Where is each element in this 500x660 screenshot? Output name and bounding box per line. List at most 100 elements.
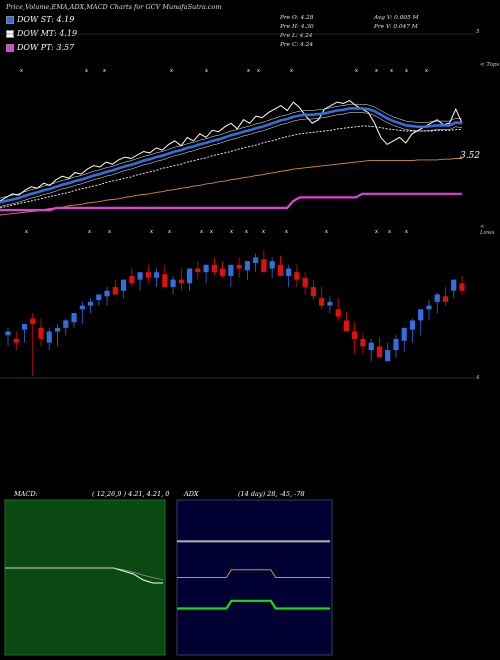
- candle-body: [253, 257, 259, 263]
- stat-avg-volume: Avg V: 0.005 M: [374, 15, 419, 21]
- candle-body: [38, 327, 44, 339]
- candle-body: [310, 287, 317, 297]
- legend-dow-pt: DOW PT: 3.57: [6, 42, 74, 53]
- candle-body: [277, 264, 283, 276]
- candle-body: [319, 298, 325, 306]
- top-marker: x: [257, 68, 260, 74]
- top-marker: x: [85, 68, 88, 74]
- candle-body: [13, 338, 19, 343]
- candle-body: [286, 268, 292, 276]
- candle-body: [170, 279, 176, 288]
- candle-body: [352, 331, 358, 339]
- legend-swatch-white: [6, 29, 14, 38]
- stat-high: Pre H: 4.30: [280, 24, 314, 30]
- candle-body: [63, 320, 69, 328]
- candle-body: [302, 277, 308, 288]
- candle-body: [442, 296, 449, 302]
- candle-body: [79, 305, 85, 310]
- legend-dow-st: DOW ST: 4.19: [6, 14, 74, 25]
- series-ema-band-1: [0, 103, 463, 199]
- chart-title: Price,Volume,EMA,ADX,MACD Charts for GCV…: [6, 3, 222, 11]
- legend-swatch-blue: [6, 15, 14, 24]
- candle-body: [137, 272, 143, 280]
- candle-body: [195, 268, 201, 273]
- macd-series-signal: [5, 567, 164, 581]
- legend-label-pt: DOW PT: 3.57: [17, 43, 75, 52]
- candle-body: [187, 268, 193, 284]
- low-marker: x: [285, 229, 288, 235]
- adx-label: ADX: [184, 490, 199, 498]
- candle-body: [385, 350, 391, 362]
- tops-marker: < Tops: [480, 62, 500, 68]
- candle-body: [228, 264, 234, 276]
- top-marker: x: [20, 68, 23, 74]
- candle-body: [71, 313, 77, 323]
- candle-body: [327, 301, 333, 306]
- low-marker: x: [88, 229, 91, 235]
- candle-body: [368, 342, 374, 351]
- low-marker: x: [210, 229, 213, 235]
- candle-body: [401, 327, 407, 341]
- axis-top-label: 5: [476, 29, 480, 35]
- candle-body: [269, 261, 275, 269]
- low-marker: x: [25, 229, 28, 235]
- candle-body: [294, 272, 300, 280]
- lows-marker: < Lows: [480, 224, 495, 236]
- candle-body: [343, 320, 350, 332]
- candle-body: [236, 264, 242, 269]
- adx-lines: [177, 540, 330, 610]
- top-marker: x: [375, 68, 378, 74]
- stat-close: Pre C: 4.24: [280, 42, 314, 48]
- candle-body: [418, 309, 424, 321]
- series-dow-pt: [0, 192, 462, 212]
- series-price: [0, 100, 463, 202]
- adx-series-di-orange: [177, 569, 330, 578]
- candle-body: [153, 272, 160, 278]
- candle-body: [261, 259, 267, 273]
- candle-body: [220, 268, 226, 276]
- top-marker: x: [390, 68, 393, 74]
- low-marker: x: [405, 229, 408, 235]
- candle-body: [145, 272, 151, 278]
- candle-body: [244, 261, 250, 271]
- macd-lines: [5, 567, 164, 584]
- candle-body: [360, 338, 366, 347]
- candle-body: [459, 283, 465, 291]
- candle-body: [54, 327, 61, 332]
- top-marker: x: [425, 68, 428, 74]
- low-marker: x: [245, 229, 248, 235]
- candle-body: [120, 279, 127, 291]
- candle-body: [104, 290, 110, 297]
- adx-series-di-green: [177, 599, 330, 610]
- candle-body: [426, 305, 432, 310]
- candle-body: [129, 275, 135, 284]
- candle-body: [451, 279, 457, 291]
- ema-lines: [0, 100, 463, 216]
- legend-label-mt: DOW MT: 4.19: [17, 29, 78, 38]
- candle-body: [5, 331, 11, 336]
- candle-body: [112, 287, 118, 295]
- low-marker: x: [375, 229, 378, 235]
- low-marker: x: [262, 229, 265, 235]
- macd-panel: [4, 499, 166, 656]
- legend-dow-mt: DOW MT: 4.19: [6, 28, 77, 39]
- last-value-label: 3.52: [460, 151, 481, 161]
- candle-body: [21, 324, 28, 330]
- candle-body: [46, 331, 52, 343]
- stat-prev-volume: Pre V: 0.047 M: [374, 24, 418, 30]
- macd-label: MACD:: [14, 490, 38, 498]
- macd-params: ( 12,26,9 ) 4.21, 4.21, 0: [92, 490, 170, 498]
- legend-swatch-magenta: [6, 43, 14, 52]
- series-ema-slow: [0, 158, 462, 216]
- candle-body: [87, 301, 94, 306]
- candle-body: [203, 264, 209, 273]
- candle-body: [96, 294, 102, 301]
- candle-body: [376, 346, 383, 358]
- low-marker: x: [230, 229, 233, 235]
- candles: [5, 250, 465, 376]
- series-ema-mid: [0, 125, 462, 209]
- candle-body: [335, 309, 341, 317]
